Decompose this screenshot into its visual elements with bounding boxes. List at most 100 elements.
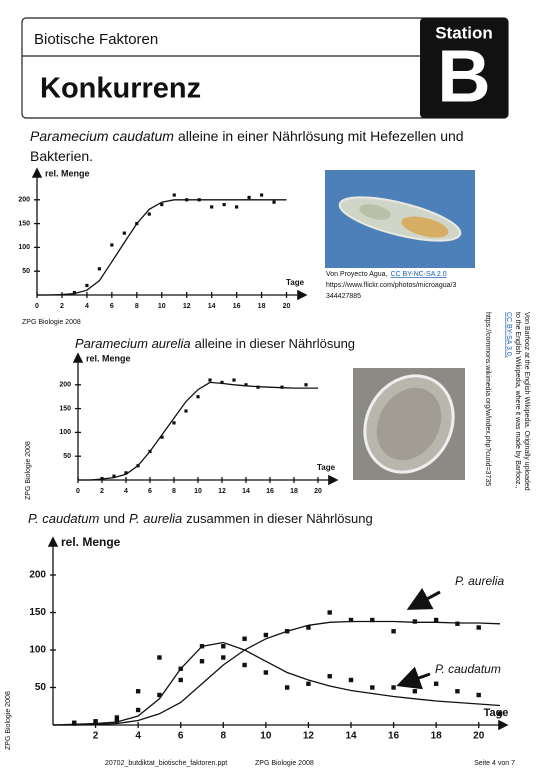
source: ZPG Biologie 2008 [22,319,81,326]
data-point [112,474,116,478]
caption-part: Paramecium caudatum [30,128,174,144]
data-point [497,711,503,716]
data-point [178,677,183,683]
data-point [97,267,101,271]
x-tick-label: 14 [242,488,250,495]
y-axis-label: rel. Menge [86,353,131,363]
data-point [110,243,114,247]
data-point [370,685,375,690]
data-point [222,202,226,207]
data-point [114,719,120,724]
x-tick-label: 14 [208,303,216,310]
caption-part: P. aurelia [129,511,182,526]
x-tick-label: 4 [135,731,141,742]
x-tick-label: 2 [60,303,64,310]
y-tick-label: 150 [29,607,46,618]
data-point [476,625,481,630]
station-label: Station [435,23,493,42]
fit-curve [37,199,287,296]
data-point [199,659,205,664]
x-tick-label: 20 [473,731,485,742]
data-point [304,383,308,387]
data-point [327,674,332,679]
data-point [208,378,212,382]
data-point [172,193,176,197]
x-tick-label: 4 [124,488,128,495]
photo-credit: Von Proyecto Agua, CC BY-NC-SA 2.0 [326,271,447,278]
x-tick-label: 12 [218,488,226,495]
caption: P. caudatum und P. aurelia zusammen in dies… [28,511,373,526]
data-point [135,707,141,713]
x-tick-label: 8 [221,731,227,742]
x-tick-label: 16 [266,488,274,495]
x-axis-label: Tage [484,707,509,719]
credit-link[interactable]: CC BY-NC-SA 2.0 [391,271,447,278]
caption: Paramecium caudatum alleine in einer Nähr… [30,128,464,144]
data-point [247,195,251,200]
series-label: P. caudatum [435,662,501,676]
data-point [370,617,375,623]
y-tick-label: 150 [18,220,30,227]
x-tick-label: 12 [183,303,191,310]
x-tick-label: 18 [258,303,266,310]
credit-line: CC BY-SA 3.0, [505,312,512,358]
footer-file: 20702_butdiktat_biotische_faktoren.ppt [105,760,227,767]
data-point [147,212,151,216]
data-point [157,655,162,660]
y-tick-label: 50 [22,268,30,275]
fit-curve [52,641,501,726]
caption-part: zusammen in dieser Nährlösung [186,511,372,526]
data-point [256,385,260,389]
caption-part: Paramecium aurelia [75,336,191,351]
credit-line: to the English Wikipedia, where it was m… [514,312,521,488]
data-point [93,719,98,724]
source: ZPG Biologie 2008 [5,691,12,750]
data-point [242,662,247,668]
annotation-arrow [406,587,441,610]
data-point [114,715,120,720]
data-point [196,395,200,399]
data-point [160,202,164,207]
data-point [172,421,176,425]
data-point [184,409,188,413]
y-tick-label: 100 [59,429,71,436]
data-point [221,644,226,649]
data-point [124,471,128,475]
data-point [306,625,311,630]
data-point [72,291,77,295]
data-point [136,464,140,468]
y-tick-label: 50 [35,682,47,693]
data-point [199,644,205,649]
x-tick-label: 10 [194,488,202,495]
data-point [157,692,162,698]
data-point [160,435,164,439]
y-tick-label: 200 [18,197,30,204]
data-point [100,476,104,481]
x-tick-label: 20 [314,488,322,495]
data-point [197,198,201,202]
caption: Bakterien. [30,148,93,164]
data-point [232,378,236,382]
x-tick-label: 2 [100,488,104,495]
caption-part: P. caudatum [28,511,99,526]
y-tick-label: 200 [59,382,71,389]
data-point [455,621,460,626]
x-tick-label: 10 [260,731,272,742]
credit-url: 344427885 [326,293,361,300]
data-point [259,193,264,197]
y-tick-label: 100 [18,244,30,251]
y-tick-label: 150 [59,405,71,412]
data-point [235,205,239,209]
data-point [280,385,284,389]
data-point [185,198,189,202]
x-tick-label: 6 [148,488,152,495]
data-point [85,283,89,288]
data-point [284,629,290,634]
data-point [284,685,290,690]
data-point [263,632,269,638]
credit-line: https://commons.wikimedia.org/w/index.ph… [484,312,491,486]
x-tick-label: 16 [388,731,400,742]
data-point [348,617,354,623]
x-tick-label: 8 [135,303,139,310]
